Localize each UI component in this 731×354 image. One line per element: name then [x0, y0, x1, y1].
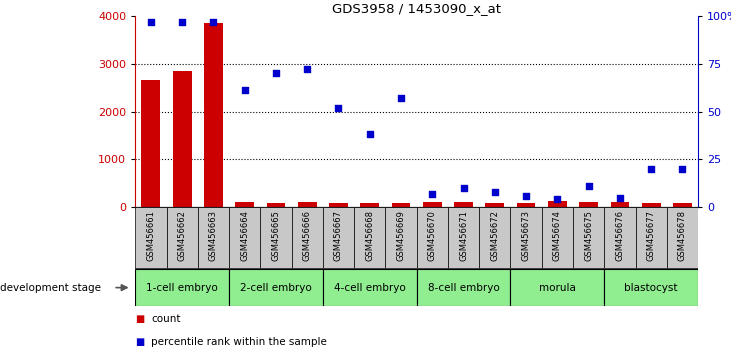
- Text: GSM456669: GSM456669: [396, 210, 406, 261]
- Text: 2-cell embryo: 2-cell embryo: [240, 282, 312, 293]
- Text: GSM456676: GSM456676: [616, 210, 624, 261]
- Bar: [417, 269, 510, 306]
- Text: 8-cell embryo: 8-cell embryo: [428, 282, 499, 293]
- Bar: [480, 207, 510, 269]
- Bar: [573, 207, 605, 269]
- Bar: [298, 202, 317, 207]
- Text: GSM456675: GSM456675: [584, 210, 593, 261]
- Point: [270, 70, 282, 76]
- Bar: [548, 201, 567, 207]
- Bar: [673, 203, 692, 207]
- Text: GSM456668: GSM456668: [366, 210, 374, 261]
- Bar: [267, 203, 285, 207]
- Text: GSM456665: GSM456665: [271, 210, 281, 261]
- Text: count: count: [151, 314, 181, 324]
- Point: [520, 193, 532, 199]
- Bar: [605, 269, 698, 306]
- Bar: [142, 80, 160, 207]
- Text: GSM456670: GSM456670: [428, 210, 437, 261]
- Bar: [610, 202, 629, 207]
- Point: [208, 19, 219, 24]
- Bar: [135, 269, 229, 306]
- Bar: [448, 207, 480, 269]
- Bar: [510, 269, 605, 306]
- Text: GSM456662: GSM456662: [178, 210, 186, 261]
- Bar: [292, 207, 323, 269]
- Bar: [235, 202, 254, 207]
- Bar: [579, 202, 598, 207]
- Text: ■: ■: [135, 337, 145, 347]
- Point: [239, 88, 251, 93]
- Bar: [229, 269, 323, 306]
- Point: [583, 183, 594, 189]
- Bar: [260, 207, 292, 269]
- Text: GSM456667: GSM456667: [334, 210, 343, 261]
- Point: [145, 19, 156, 24]
- Bar: [323, 207, 354, 269]
- Text: GSM456673: GSM456673: [522, 210, 531, 261]
- Text: percentile rank within the sample: percentile rank within the sample: [151, 337, 327, 347]
- Bar: [360, 203, 379, 207]
- Bar: [417, 207, 448, 269]
- Text: GSM456674: GSM456674: [553, 210, 562, 261]
- Text: GSM456672: GSM456672: [491, 210, 499, 261]
- Bar: [329, 203, 348, 207]
- Point: [364, 132, 376, 137]
- Bar: [229, 207, 260, 269]
- Bar: [517, 203, 536, 207]
- Text: GSM456664: GSM456664: [240, 210, 249, 261]
- Bar: [642, 203, 661, 207]
- Bar: [204, 23, 223, 207]
- Point: [333, 105, 344, 110]
- Bar: [667, 207, 698, 269]
- Bar: [605, 207, 635, 269]
- Text: GSM456671: GSM456671: [459, 210, 468, 261]
- Bar: [423, 202, 442, 207]
- Point: [458, 185, 469, 191]
- Text: GSM456678: GSM456678: [678, 210, 687, 261]
- Point: [395, 95, 407, 101]
- Point: [489, 189, 501, 195]
- Bar: [635, 207, 667, 269]
- Bar: [510, 207, 542, 269]
- Text: blastocyst: blastocyst: [624, 282, 678, 293]
- Text: GSM456663: GSM456663: [209, 210, 218, 261]
- Bar: [323, 269, 417, 306]
- Text: ■: ■: [135, 314, 145, 324]
- Bar: [135, 207, 167, 269]
- Point: [176, 19, 188, 24]
- Bar: [542, 207, 573, 269]
- Text: 1-cell embryo: 1-cell embryo: [146, 282, 218, 293]
- Bar: [485, 203, 504, 207]
- Point: [614, 195, 626, 200]
- Text: GSM456666: GSM456666: [303, 210, 311, 261]
- Text: morula: morula: [539, 282, 576, 293]
- Text: 4-cell embryo: 4-cell embryo: [334, 282, 406, 293]
- Point: [677, 166, 689, 172]
- Bar: [354, 207, 385, 269]
- Bar: [392, 203, 410, 207]
- Title: GDS3958 / 1453090_x_at: GDS3958 / 1453090_x_at: [332, 2, 501, 15]
- Bar: [198, 207, 229, 269]
- Text: GSM456677: GSM456677: [647, 210, 656, 261]
- Bar: [454, 202, 473, 207]
- Text: GSM456661: GSM456661: [146, 210, 156, 261]
- Point: [645, 166, 657, 172]
- Bar: [173, 71, 192, 207]
- Text: development stage: development stage: [0, 282, 101, 293]
- Bar: [167, 207, 198, 269]
- Point: [551, 196, 563, 202]
- Point: [426, 191, 438, 196]
- Point: [301, 67, 313, 72]
- Bar: [385, 207, 417, 269]
